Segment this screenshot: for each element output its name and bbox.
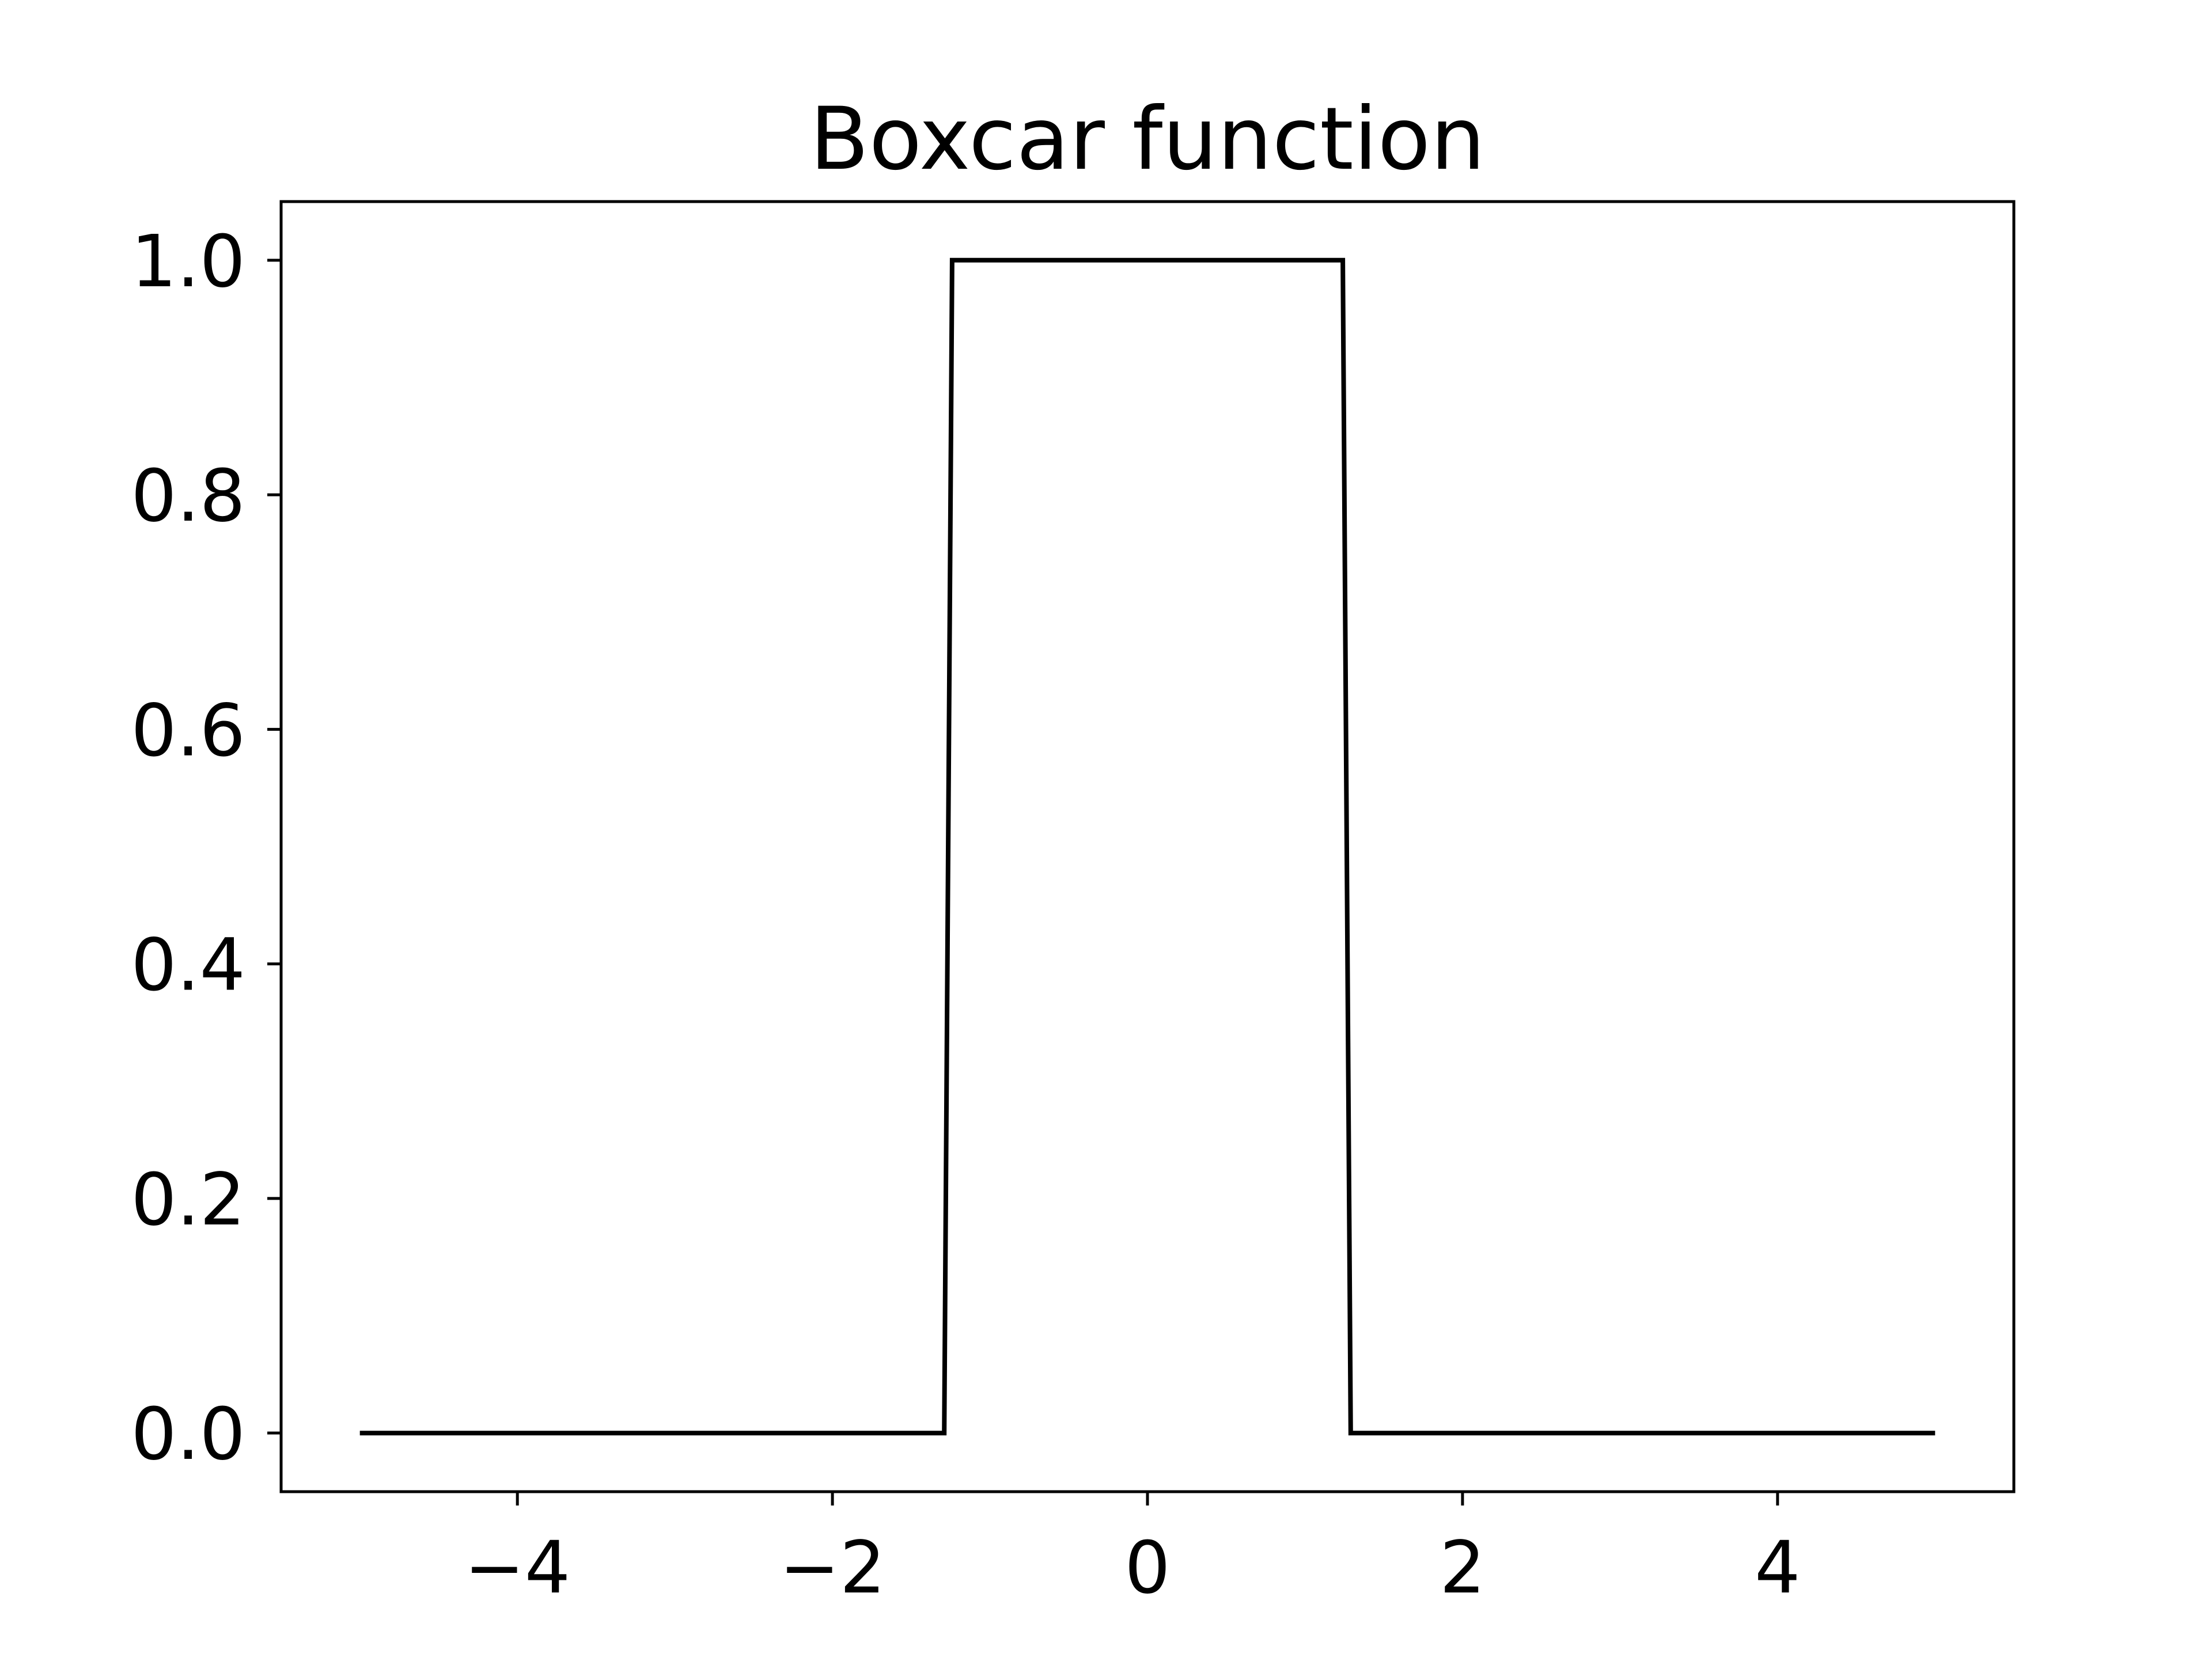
x-tick-label: 0 (1124, 1526, 1171, 1610)
y-tick-label: 0.6 (131, 689, 245, 772)
y-tick-label: 0.8 (131, 454, 245, 538)
series-layer (359, 257, 1936, 1436)
series-line-0 (359, 257, 1936, 1436)
y-tick-label: 0.2 (131, 1158, 245, 1242)
y-tick-label: 0.0 (131, 1393, 245, 1476)
y-axis: 0.0 0.2 0.4 0.6 0.8 1.0 (131, 220, 281, 1476)
x-tick-label: −2 (779, 1526, 885, 1610)
y-tick-label: 0.4 (131, 924, 245, 1007)
x-axis: −4 −2 0 2 4 (464, 1492, 1801, 1610)
y-tick-label: 1.0 (131, 220, 245, 304)
chart-title: Boxcar function (810, 89, 1486, 189)
x-tick-label: 2 (1440, 1526, 1486, 1610)
x-tick-label: −4 (464, 1526, 570, 1610)
x-tick-label: 4 (1755, 1526, 1801, 1610)
